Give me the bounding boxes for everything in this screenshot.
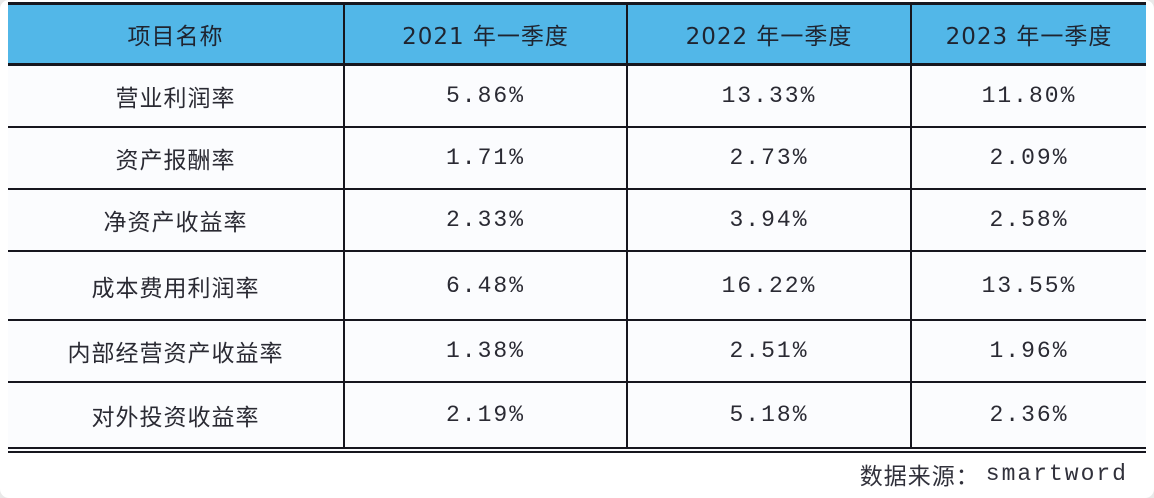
table-row-return-on-equity: 净资产收益率 2.33% 3.94% 2.58%	[8, 190, 1146, 252]
row-label: 内部经营资产收益率	[8, 321, 345, 381]
value-2022: 13.33%	[628, 66, 912, 126]
table-row-cost-expense-profit-margin: 成本费用利润率 6.48% 16.22% 13.55%	[8, 252, 1146, 321]
value-2022: 3.94%	[628, 190, 912, 250]
table-row-return-on-assets: 资产报酬率 1.71% 2.73% 2.09%	[8, 128, 1146, 190]
value-2022: 16.22%	[628, 252, 912, 319]
value-2023: 2.36%	[989, 402, 1069, 428]
value-2023: 1.96%	[989, 338, 1069, 364]
value-2022: 2.51%	[628, 321, 912, 381]
value-2023: 2.58%	[989, 207, 1069, 233]
row-label: 资产报酬率	[8, 128, 345, 188]
value-2021: 1.38%	[345, 321, 628, 381]
row-label: 对外投资收益率	[8, 383, 345, 447]
table-header-row: 项目名称 2021 年一季度 2022 年一季度 2023 年一季度	[8, 5, 1146, 66]
table-row-external-investment-return: 对外投资收益率 2.19% 5.18% 2.36%	[8, 383, 1146, 453]
header-cell-2022-q1: 2022 年一季度	[628, 5, 912, 63]
row-label: 净资产收益率	[8, 190, 345, 250]
value-2022: 5.18%	[628, 383, 912, 447]
header-cell-2021-q1: 2021 年一季度	[345, 5, 628, 63]
data-source-label: 数据来源：	[859, 464, 980, 490]
value-2021: 5.86%	[345, 66, 628, 126]
row-label: 成本费用利润率	[8, 252, 345, 319]
financial-ratio-table: 项目名称 2021 年一季度 2022 年一季度 2023 年一季度 营业利润率…	[8, 2, 1146, 453]
value-2023: 2.09%	[989, 145, 1069, 171]
value-2021: 1.71%	[345, 128, 628, 188]
table-row-operating-profit-margin: 营业利润率 5.86% 13.33% 11.80%	[8, 66, 1146, 128]
header-cell-2023-q1: 2023 年一季度	[945, 24, 1113, 50]
value-2021: 2.19%	[345, 383, 628, 447]
value-2022: 2.73%	[628, 128, 912, 188]
value-2021: 6.48%	[345, 252, 628, 319]
row-label: 营业利润率	[8, 66, 345, 126]
value-2021: 2.33%	[345, 190, 628, 250]
data-source-note: 数据来源： smartword	[860, 456, 1128, 492]
header-cell-item-name: 项目名称	[8, 5, 345, 63]
data-source-value: smartword	[985, 461, 1128, 487]
table-row-internal-operating-asset-return: 内部经营资产收益率 1.38% 2.51% 1.96%	[8, 321, 1146, 383]
value-2023: 11.80%	[981, 83, 1077, 109]
value-2023: 13.55%	[981, 272, 1077, 299]
